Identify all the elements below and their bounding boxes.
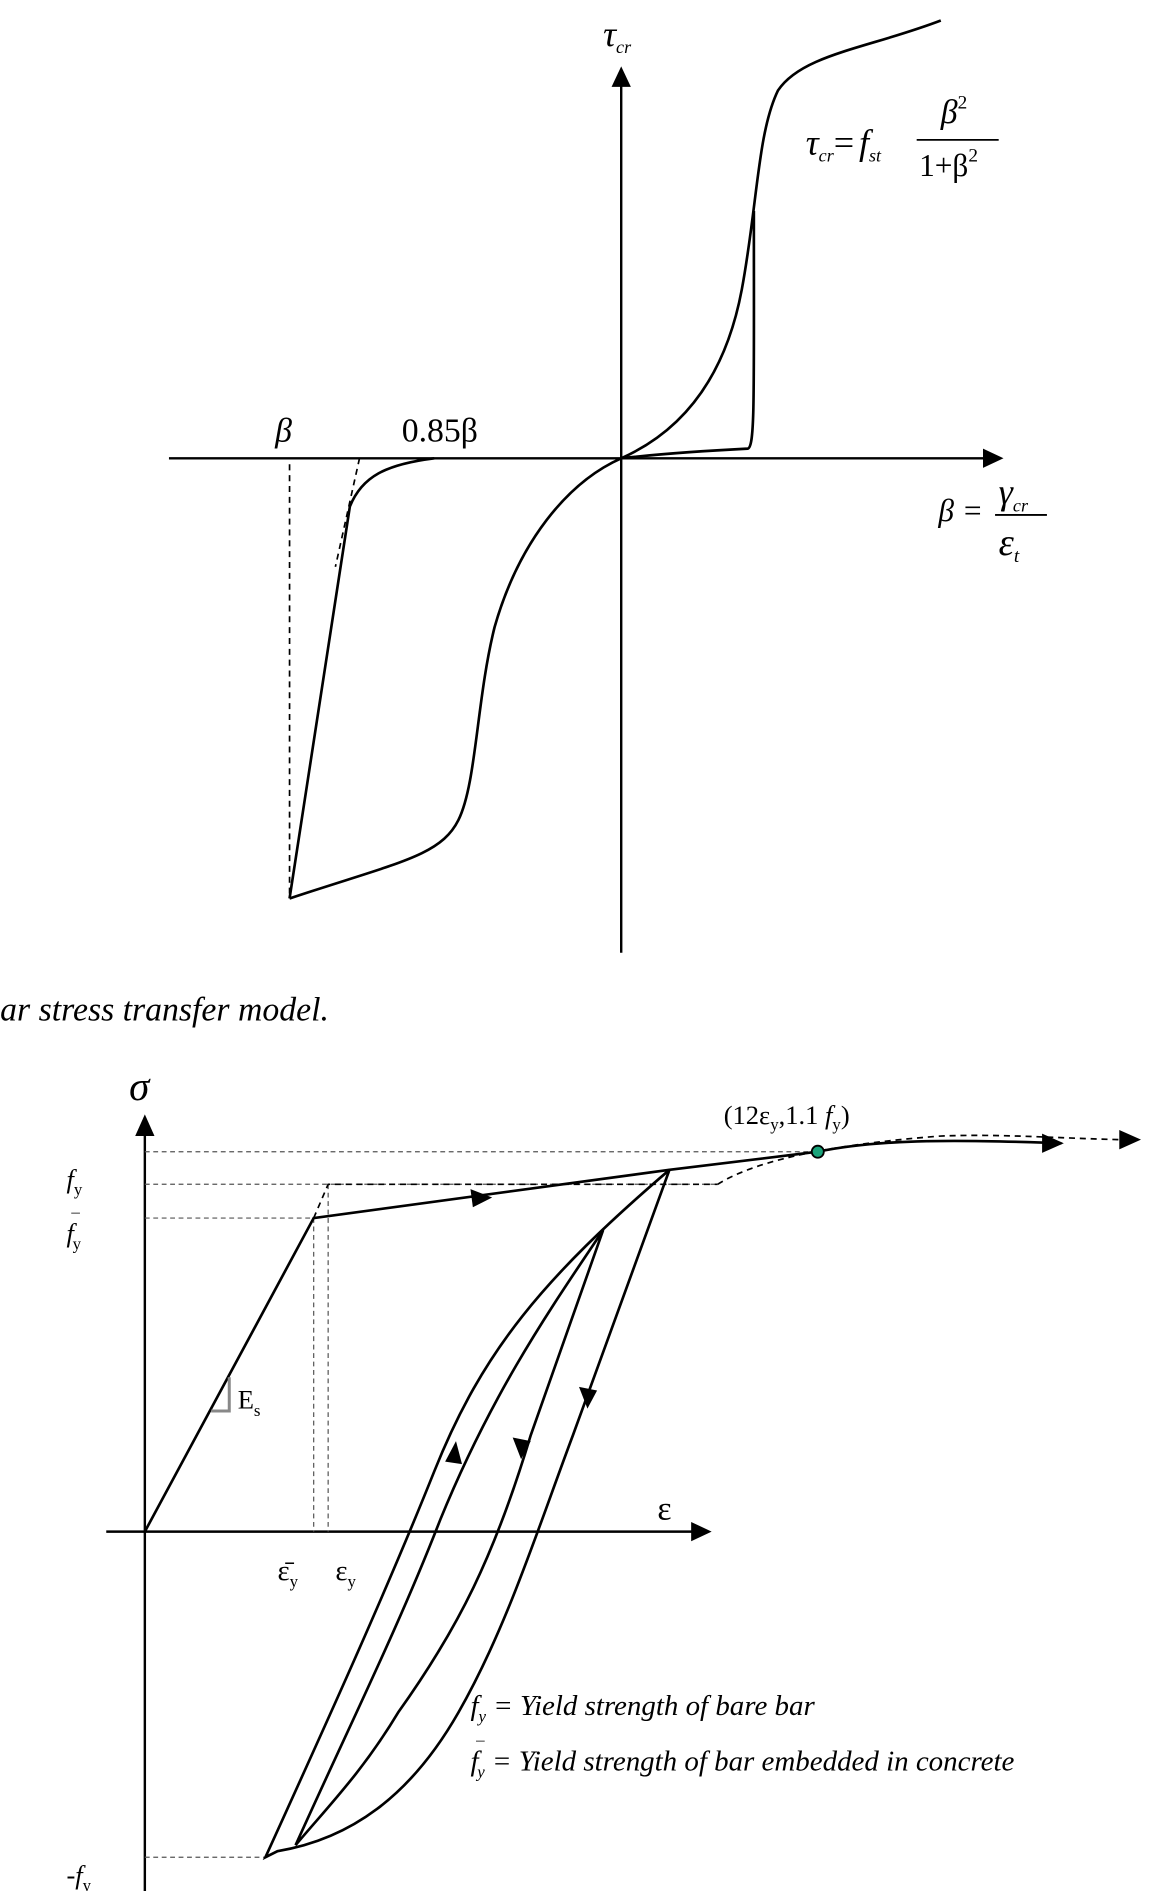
point-label: (12εy,1.1 fy) [724, 1100, 850, 1134]
es-label: Es [238, 1385, 261, 1420]
eps-bar-label: ε̄y [278, 1555, 299, 1591]
neg-fy-label: -fy [66, 1860, 91, 1891]
reload-curve [621, 211, 756, 460]
top-diagram: τcr τcr= fst β2 1+β2 β 0.85β β = γcr εt a… [0, 14, 1047, 1028]
arrowhead [512, 1437, 531, 1460]
y-axis-label: σ [129, 1063, 151, 1109]
formula-lhs: τcr= fst [806, 122, 882, 165]
arrowhead [1042, 1133, 1064, 1153]
arrowhead [579, 1386, 598, 1409]
fy-label: fy [66, 1164, 82, 1199]
loading-line [817, 1139, 1062, 1154]
unload-curve [288, 456, 435, 899]
x-axis-label-numerator: γcr [999, 472, 1029, 515]
beta-label: β [274, 412, 292, 449]
arrowhead [983, 448, 1004, 468]
y-axis-label: τcr [603, 14, 632, 57]
envelope-curve [620, 19, 942, 460]
eps-label: εy [335, 1555, 356, 1591]
arrowhead [470, 1189, 493, 1208]
legend-entry: f¯ y = Yield strength of bar embedded in c… [470, 1739, 1014, 1782]
formula-numerator: β2 [940, 93, 967, 131]
arrowhead [691, 1521, 712, 1542]
bare-bar-curve [312, 1183, 718, 1219]
slope-triangle [211, 1377, 231, 1413]
dashed-line [334, 458, 361, 568]
bottom-diagram: σ ε (12εy,1.1 fy) fy f¯ y -fy Es ε̄y εy f… [66, 1063, 1141, 1891]
caption: ar stress transfer model. [0, 991, 329, 1028]
negative-curve [289, 457, 622, 900]
x-axis-label-lhs: β = [937, 493, 983, 528]
arrowhead [611, 66, 631, 87]
fy-bar-label: f¯ y [66, 1210, 81, 1253]
formula-denominator: 1+β2 [919, 146, 978, 183]
arrowhead [1119, 1130, 1141, 1150]
legend-entry: fy = Yield strength of bare bar [470, 1690, 815, 1726]
arrowhead [135, 1114, 155, 1137]
inner-loop [294, 1229, 605, 1847]
outer-loop [262, 1168, 671, 1861]
point-marker [810, 1144, 825, 1159]
bare-bar-curve [717, 1134, 1122, 1186]
x-axis-label: ε [657, 1491, 671, 1528]
peak-label: 0.85β [402, 412, 478, 449]
loading-line [143, 1150, 818, 1533]
arrowhead [445, 1441, 463, 1465]
x-axis-label-denominator: εt [999, 522, 1020, 567]
